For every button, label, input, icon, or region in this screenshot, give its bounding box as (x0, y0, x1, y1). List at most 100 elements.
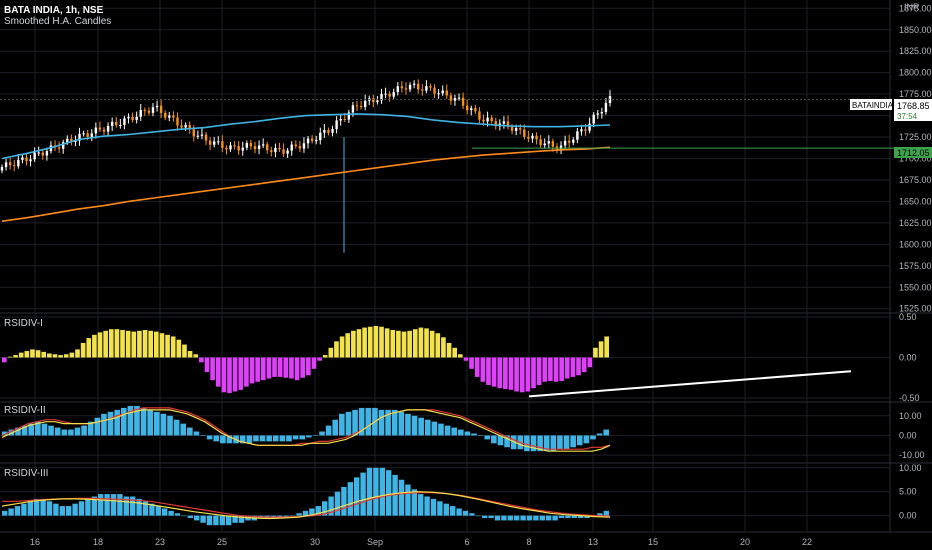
candle-body (159, 105, 163, 113)
histogram-bar (537, 435, 543, 452)
histogram-bar (168, 510, 174, 516)
histogram-bar (543, 435, 550, 452)
histogram-bar (61, 429, 68, 436)
candle-body (78, 133, 81, 141)
histogram-bar (101, 413, 107, 436)
histogram-bar (379, 467, 385, 516)
histogram-bar (272, 357, 277, 377)
histogram-bar (306, 357, 311, 376)
histogram-bar (464, 431, 471, 436)
histogram-bar (533, 515, 539, 521)
histogram-bar (259, 435, 266, 442)
candle-body (572, 139, 575, 143)
histogram-bar (563, 435, 570, 450)
histogram-bar (41, 423, 48, 436)
histogram-bar (597, 513, 603, 516)
histogram-bar (14, 506, 21, 516)
candle-body (355, 105, 359, 107)
histogram-bar (604, 336, 609, 358)
y-tick-label: 1525.00 (899, 304, 932, 314)
histogram-bar (334, 341, 339, 358)
histogram-bar (345, 411, 352, 436)
x-tick-label: 16 (30, 537, 40, 547)
y-tick-label: 1600.00 (899, 239, 932, 249)
histogram-bar (221, 357, 227, 393)
candle-body (217, 141, 220, 143)
candle-body (282, 149, 285, 154)
histogram-bar (469, 357, 474, 369)
candle-body (82, 133, 85, 135)
candle-body (66, 138, 69, 143)
histogram-bar (598, 341, 604, 358)
candle-body (372, 98, 375, 103)
candle-body (412, 83, 416, 85)
histogram-bar (396, 330, 401, 358)
histogram-bar (130, 496, 136, 516)
symbol-tag-bg (850, 99, 892, 110)
histogram-bar (249, 357, 255, 384)
histogram-bar (244, 357, 249, 387)
candle-body (470, 108, 473, 111)
histogram-bar (181, 515, 187, 517)
histogram-bar (154, 411, 160, 436)
histogram-bar (215, 357, 221, 387)
candle-body (298, 146, 302, 149)
histogram-bar (362, 327, 367, 358)
histogram-bar (80, 342, 86, 358)
candle-body (188, 124, 191, 130)
candle-body (535, 135, 538, 140)
histogram-bar (7, 356, 13, 358)
histogram-bar (140, 407, 147, 436)
histogram-bar (131, 331, 137, 358)
candle-body (425, 86, 428, 91)
histogram-bar (351, 330, 356, 358)
candle-body (94, 127, 98, 134)
histogram-bar (596, 433, 603, 436)
candle-body (563, 140, 567, 146)
histogram-bar (458, 429, 464, 436)
histogram-bar (482, 515, 488, 519)
histogram-bar (526, 515, 533, 521)
candle-body (253, 146, 257, 150)
histogram-bar (47, 353, 52, 358)
y-tick-label: 0.50 (899, 312, 917, 322)
candle-body (115, 121, 118, 126)
y-tick-label: 0.00 (899, 353, 917, 363)
histogram-bar (260, 357, 266, 381)
candle-body (539, 139, 542, 146)
candle-body (486, 117, 489, 122)
histogram-bar (94, 417, 101, 436)
histogram-bar (431, 421, 438, 436)
histogram-bar (48, 425, 54, 436)
histogram-bar (170, 336, 176, 358)
histogram-bar (501, 515, 507, 521)
histogram-bar (548, 357, 553, 381)
candle-body (531, 135, 534, 139)
histogram-bar (309, 508, 315, 516)
histogram-bar (469, 513, 475, 516)
candle-body (335, 120, 338, 130)
histogram-bar (176, 339, 182, 358)
candle-body (143, 110, 147, 112)
candle-body (45, 151, 49, 156)
histogram-bar (159, 333, 165, 358)
histogram-bar (125, 330, 131, 358)
candle-body (449, 95, 453, 101)
histogram-bar (358, 407, 365, 436)
y-tick-label: 1875.00 (899, 3, 932, 13)
histogram-bar (24, 351, 30, 358)
candle-body (13, 165, 16, 167)
candle-body (0, 167, 4, 171)
histogram-bar (206, 515, 213, 526)
candle-body (17, 159, 20, 167)
histogram-bar (46, 501, 53, 516)
candle-body (261, 144, 265, 146)
candle-body (249, 143, 253, 147)
y-tick-label: -10.00 (899, 450, 925, 460)
y-tick-label: 1825.00 (899, 46, 932, 56)
histogram-bar (539, 515, 545, 521)
histogram-bar (213, 515, 219, 526)
histogram-bar (114, 329, 120, 358)
histogram-bar (503, 357, 508, 390)
candle-body (270, 150, 273, 153)
